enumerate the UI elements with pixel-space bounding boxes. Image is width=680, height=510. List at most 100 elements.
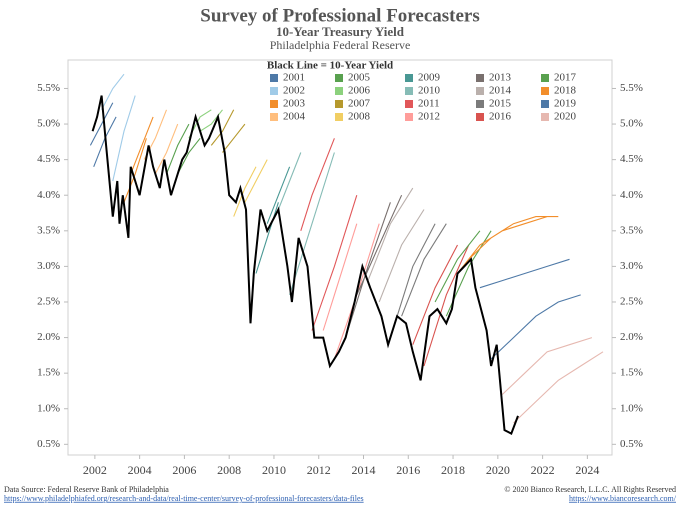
y-tick-label: 2.5% bbox=[37, 296, 60, 308]
legend-label: 2019 bbox=[554, 98, 577, 110]
copyright-link[interactable]: https://www.biancoresearch.com/ bbox=[569, 494, 677, 503]
legend-swatch bbox=[270, 87, 278, 95]
x-tick-label: 2004 bbox=[128, 463, 152, 477]
legend-swatch bbox=[476, 87, 484, 95]
forecast-line bbox=[300, 138, 358, 331]
forecast-line bbox=[412, 244, 470, 367]
legend-label: 2001 bbox=[283, 72, 305, 84]
legend-swatch bbox=[270, 74, 278, 82]
y-tick-label-right: 3.5% bbox=[620, 224, 643, 236]
y-tick-label: 4.0% bbox=[37, 189, 60, 201]
y-tick-label-right: 1.5% bbox=[620, 367, 643, 379]
x-tick-label: 2020 bbox=[486, 463, 510, 477]
legend-swatch bbox=[335, 100, 343, 108]
legend-swatch bbox=[270, 113, 278, 121]
x-tick-label: 2006 bbox=[172, 463, 196, 477]
forecast-line bbox=[501, 337, 604, 424]
legend-swatch bbox=[335, 87, 343, 95]
source-note: Data Source: Federal Reserve Bank of Phi… bbox=[4, 485, 169, 494]
legend-swatch bbox=[541, 74, 549, 82]
legend-swatch bbox=[541, 100, 549, 108]
forecast-line bbox=[143, 109, 179, 175]
copyright: © 2020 Bianco Research, L.L.C. All Right… bbox=[504, 485, 676, 494]
y-tick-label-right: 4.5% bbox=[620, 153, 643, 165]
legend-swatch bbox=[541, 113, 549, 121]
y-tick-label-right: 3.0% bbox=[620, 260, 643, 272]
legend-label: 2003 bbox=[283, 98, 306, 110]
plot-frame bbox=[67, 59, 613, 456]
x-tick-label: 2012 bbox=[307, 463, 331, 477]
legend-swatch bbox=[476, 113, 484, 121]
x-tick-label: 2016 bbox=[396, 463, 420, 477]
forecast-line bbox=[101, 73, 136, 182]
legend-swatch bbox=[405, 87, 413, 95]
legend-label: 2013 bbox=[489, 72, 512, 84]
y-tick-label-right: 2.0% bbox=[620, 331, 643, 343]
legend-label: 2015 bbox=[489, 98, 512, 110]
forecast-line bbox=[389, 223, 447, 338]
x-tick-label: 2010 bbox=[262, 463, 286, 477]
y-tick-label-right: 5.0% bbox=[620, 118, 643, 130]
source-org: Philadelphia Federal Reserve bbox=[270, 38, 411, 52]
legend-swatch bbox=[335, 74, 343, 82]
x-tick-label: 2002 bbox=[83, 463, 107, 477]
forecast-line bbox=[233, 159, 268, 217]
y-tick-label: 1.0% bbox=[37, 402, 60, 414]
legend-label: 2020 bbox=[554, 111, 577, 123]
chart-title: Survey of Professional Forecasters bbox=[200, 5, 480, 26]
legend-swatch bbox=[541, 87, 549, 95]
legend-swatch bbox=[405, 100, 413, 108]
forecast-line bbox=[165, 123, 201, 175]
x-tick-label: 2024 bbox=[575, 463, 599, 477]
y-tick-label: 3.5% bbox=[37, 224, 60, 236]
legend-label: 2005 bbox=[348, 72, 371, 84]
y-tick-label: 5.0% bbox=[37, 118, 60, 130]
legend-swatch bbox=[405, 74, 413, 82]
y-tick-label: 3.0% bbox=[37, 260, 60, 272]
y-tick-label-right: 0.5% bbox=[620, 438, 643, 450]
x-tick-label: 2022 bbox=[531, 463, 555, 477]
legend-swatch bbox=[270, 100, 278, 108]
forecast-line bbox=[479, 258, 581, 360]
y-tick-label: 5.5% bbox=[37, 82, 60, 94]
x-tick-label: 2008 bbox=[217, 463, 241, 477]
forecast-line bbox=[123, 116, 154, 203]
y-tick-label: 0.5% bbox=[37, 438, 60, 450]
y-tick-label-right: 2.5% bbox=[620, 296, 643, 308]
legend-label: 2014 bbox=[489, 85, 512, 97]
y-tick-label: 2.0% bbox=[37, 331, 60, 343]
forecast-line bbox=[345, 194, 403, 338]
forecast-line bbox=[277, 152, 335, 296]
legend-label: 2006 bbox=[348, 85, 371, 97]
x-tick-label: 2018 bbox=[441, 463, 465, 477]
legend-label: 2008 bbox=[348, 111, 371, 123]
y-tick-label-right: 1.0% bbox=[620, 402, 643, 414]
legend-label: 2011 bbox=[418, 98, 440, 110]
yield-line bbox=[91, 95, 519, 436]
legend-label: 2002 bbox=[283, 85, 305, 97]
chart-subtitle: 10-Year Treasury Yield bbox=[276, 24, 405, 39]
legend-swatch bbox=[476, 74, 484, 82]
legend-label: 2010 bbox=[418, 85, 441, 97]
source-link[interactable]: https://www.philadelphiafed.org/research… bbox=[4, 494, 364, 503]
y-tick-label: 4.5% bbox=[37, 153, 60, 165]
legend-label: 2018 bbox=[554, 85, 577, 97]
y-tick-label-right: 4.0% bbox=[620, 189, 643, 201]
forecast-line bbox=[457, 216, 559, 274]
legend-swatch bbox=[335, 113, 343, 121]
legend-label: 2017 bbox=[554, 72, 577, 84]
y-tick-label: 1.5% bbox=[37, 367, 60, 379]
legend-label: 2016 bbox=[489, 111, 512, 123]
forecast-line bbox=[367, 187, 425, 303]
legend-swatch bbox=[405, 113, 413, 121]
y-tick-label-right: 5.5% bbox=[620, 82, 643, 94]
legend-label: 2009 bbox=[418, 72, 441, 84]
legend-swatch bbox=[476, 100, 484, 108]
legend-label: 2012 bbox=[418, 111, 440, 123]
legend-label: 2007 bbox=[348, 98, 371, 110]
x-tick-label: 2014 bbox=[352, 463, 376, 477]
legend-label: 2004 bbox=[283, 111, 306, 123]
legend-title: Black Line = 10-Year Yield bbox=[267, 60, 393, 72]
forecast-line bbox=[255, 166, 291, 274]
